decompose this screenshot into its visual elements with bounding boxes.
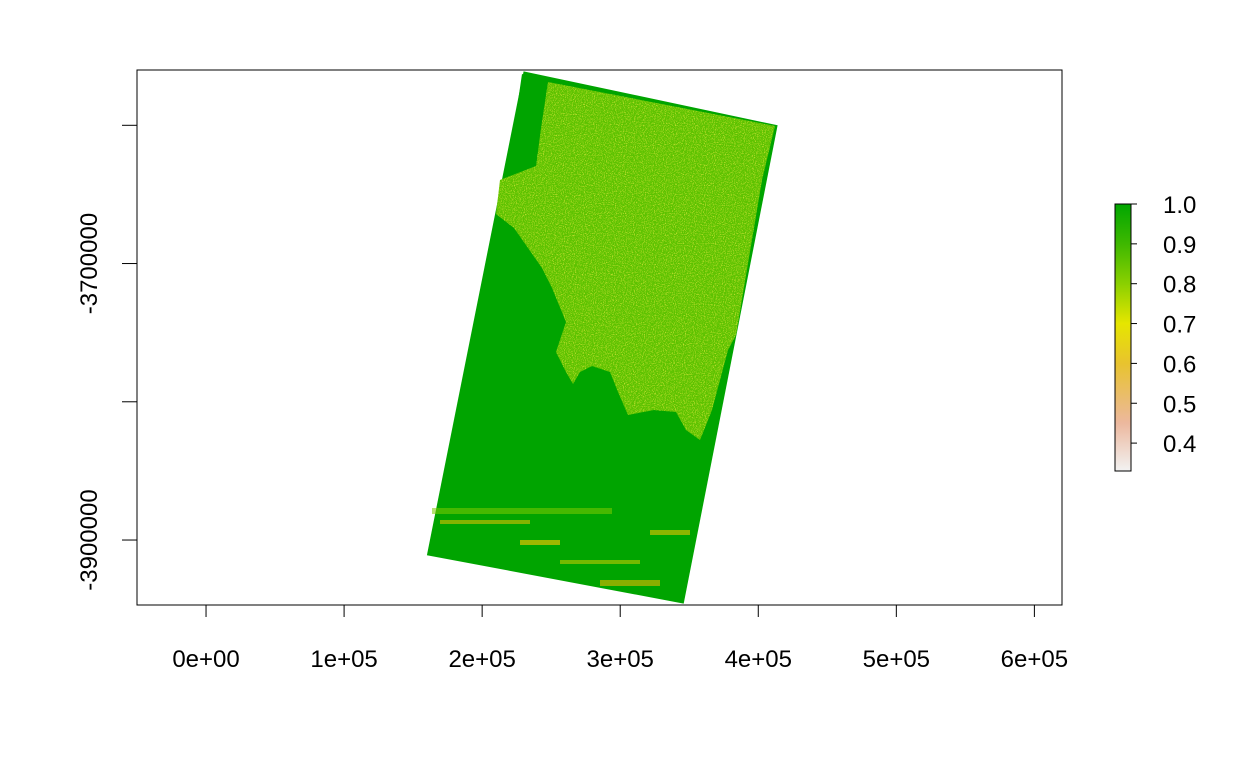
x-tick-label: 6e+05 — [1001, 646, 1068, 673]
legend-tick-label: 0.8 — [1163, 272, 1196, 299]
x-tick-label: 2e+05 — [448, 646, 515, 673]
x-axis: 0e+00 1e+05 2e+05 3e+05 4e+05 5e+05 6e+05 — [172, 604, 1068, 673]
legend-tick-label: 0.4 — [1163, 431, 1196, 458]
x-tick-label: 0e+00 — [172, 646, 239, 673]
y-axis: -3700000 -3900000 — [76, 124, 138, 591]
x-tick-label: 5e+05 — [863, 646, 930, 673]
raster-image — [426, 71, 778, 604]
x-tick-label: 3e+05 — [587, 646, 654, 673]
northern-lagoon — [508, 74, 548, 170]
legend-tick-label: 0.5 — [1163, 391, 1196, 418]
y-tick-label: -3700000 — [76, 213, 103, 314]
ocean-speckle — [432, 508, 690, 586]
legend-tick-label: 1.0 — [1163, 192, 1196, 219]
legend-colorbar — [1114, 203, 1132, 472]
x-tick-label: 4e+05 — [725, 646, 792, 673]
y-tick-label: -3900000 — [76, 489, 103, 590]
legend-tick-label: 0.6 — [1163, 351, 1196, 378]
color-legend: 1.0 0.9 0.8 0.7 0.6 0.5 0.4 — [1114, 192, 1196, 472]
legend-tick-label: 0.7 — [1163, 312, 1196, 339]
legend-tick-label: 0.9 — [1163, 232, 1196, 259]
x-tick-label: 1e+05 — [310, 646, 377, 673]
